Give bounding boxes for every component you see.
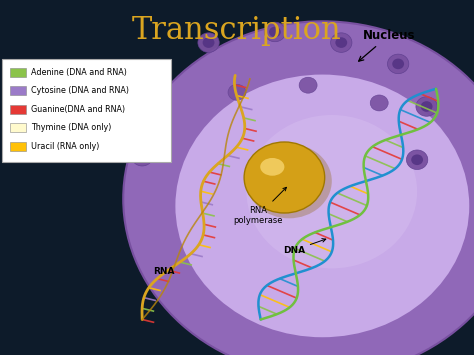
Ellipse shape: [175, 75, 469, 337]
Bar: [10, 105, 26, 114]
Ellipse shape: [335, 37, 347, 48]
Text: Uracil (RNA only): Uracil (RNA only): [31, 142, 100, 151]
Ellipse shape: [202, 37, 214, 48]
Text: Cytosine (DNA and RNA): Cytosine (DNA and RNA): [31, 86, 129, 95]
Ellipse shape: [299, 77, 317, 93]
Ellipse shape: [392, 59, 404, 69]
Ellipse shape: [198, 33, 219, 52]
Bar: [10, 86, 26, 95]
Ellipse shape: [330, 33, 352, 52]
Ellipse shape: [411, 154, 423, 165]
Ellipse shape: [387, 54, 409, 74]
Ellipse shape: [244, 142, 325, 213]
Text: DNA: DNA: [283, 239, 326, 255]
Ellipse shape: [420, 101, 432, 112]
Ellipse shape: [136, 151, 148, 162]
Ellipse shape: [131, 89, 153, 109]
Ellipse shape: [264, 22, 285, 42]
Ellipse shape: [246, 144, 332, 218]
Text: RNA: RNA: [153, 267, 174, 276]
Bar: [0, 0, 474, 57]
Ellipse shape: [246, 115, 417, 268]
Ellipse shape: [370, 95, 388, 111]
Text: Guanine(DNA and RNA): Guanine(DNA and RNA): [31, 105, 126, 114]
Ellipse shape: [123, 21, 474, 355]
FancyBboxPatch shape: [2, 59, 171, 162]
Ellipse shape: [131, 146, 153, 166]
Text: Thymine (DNA only): Thymine (DNA only): [31, 123, 112, 132]
Bar: [10, 123, 26, 132]
Ellipse shape: [260, 158, 284, 176]
Ellipse shape: [406, 150, 428, 169]
Bar: [10, 142, 26, 151]
Text: Adenine (DNA and RNA): Adenine (DNA and RNA): [31, 68, 127, 77]
Ellipse shape: [228, 84, 246, 100]
Text: Transcription: Transcription: [132, 15, 342, 46]
Bar: [10, 68, 26, 77]
Ellipse shape: [136, 94, 148, 105]
Text: Nucleus: Nucleus: [359, 29, 415, 61]
Ellipse shape: [269, 27, 281, 37]
Text: RNA
polymerase: RNA polymerase: [234, 187, 286, 225]
Ellipse shape: [416, 97, 437, 116]
